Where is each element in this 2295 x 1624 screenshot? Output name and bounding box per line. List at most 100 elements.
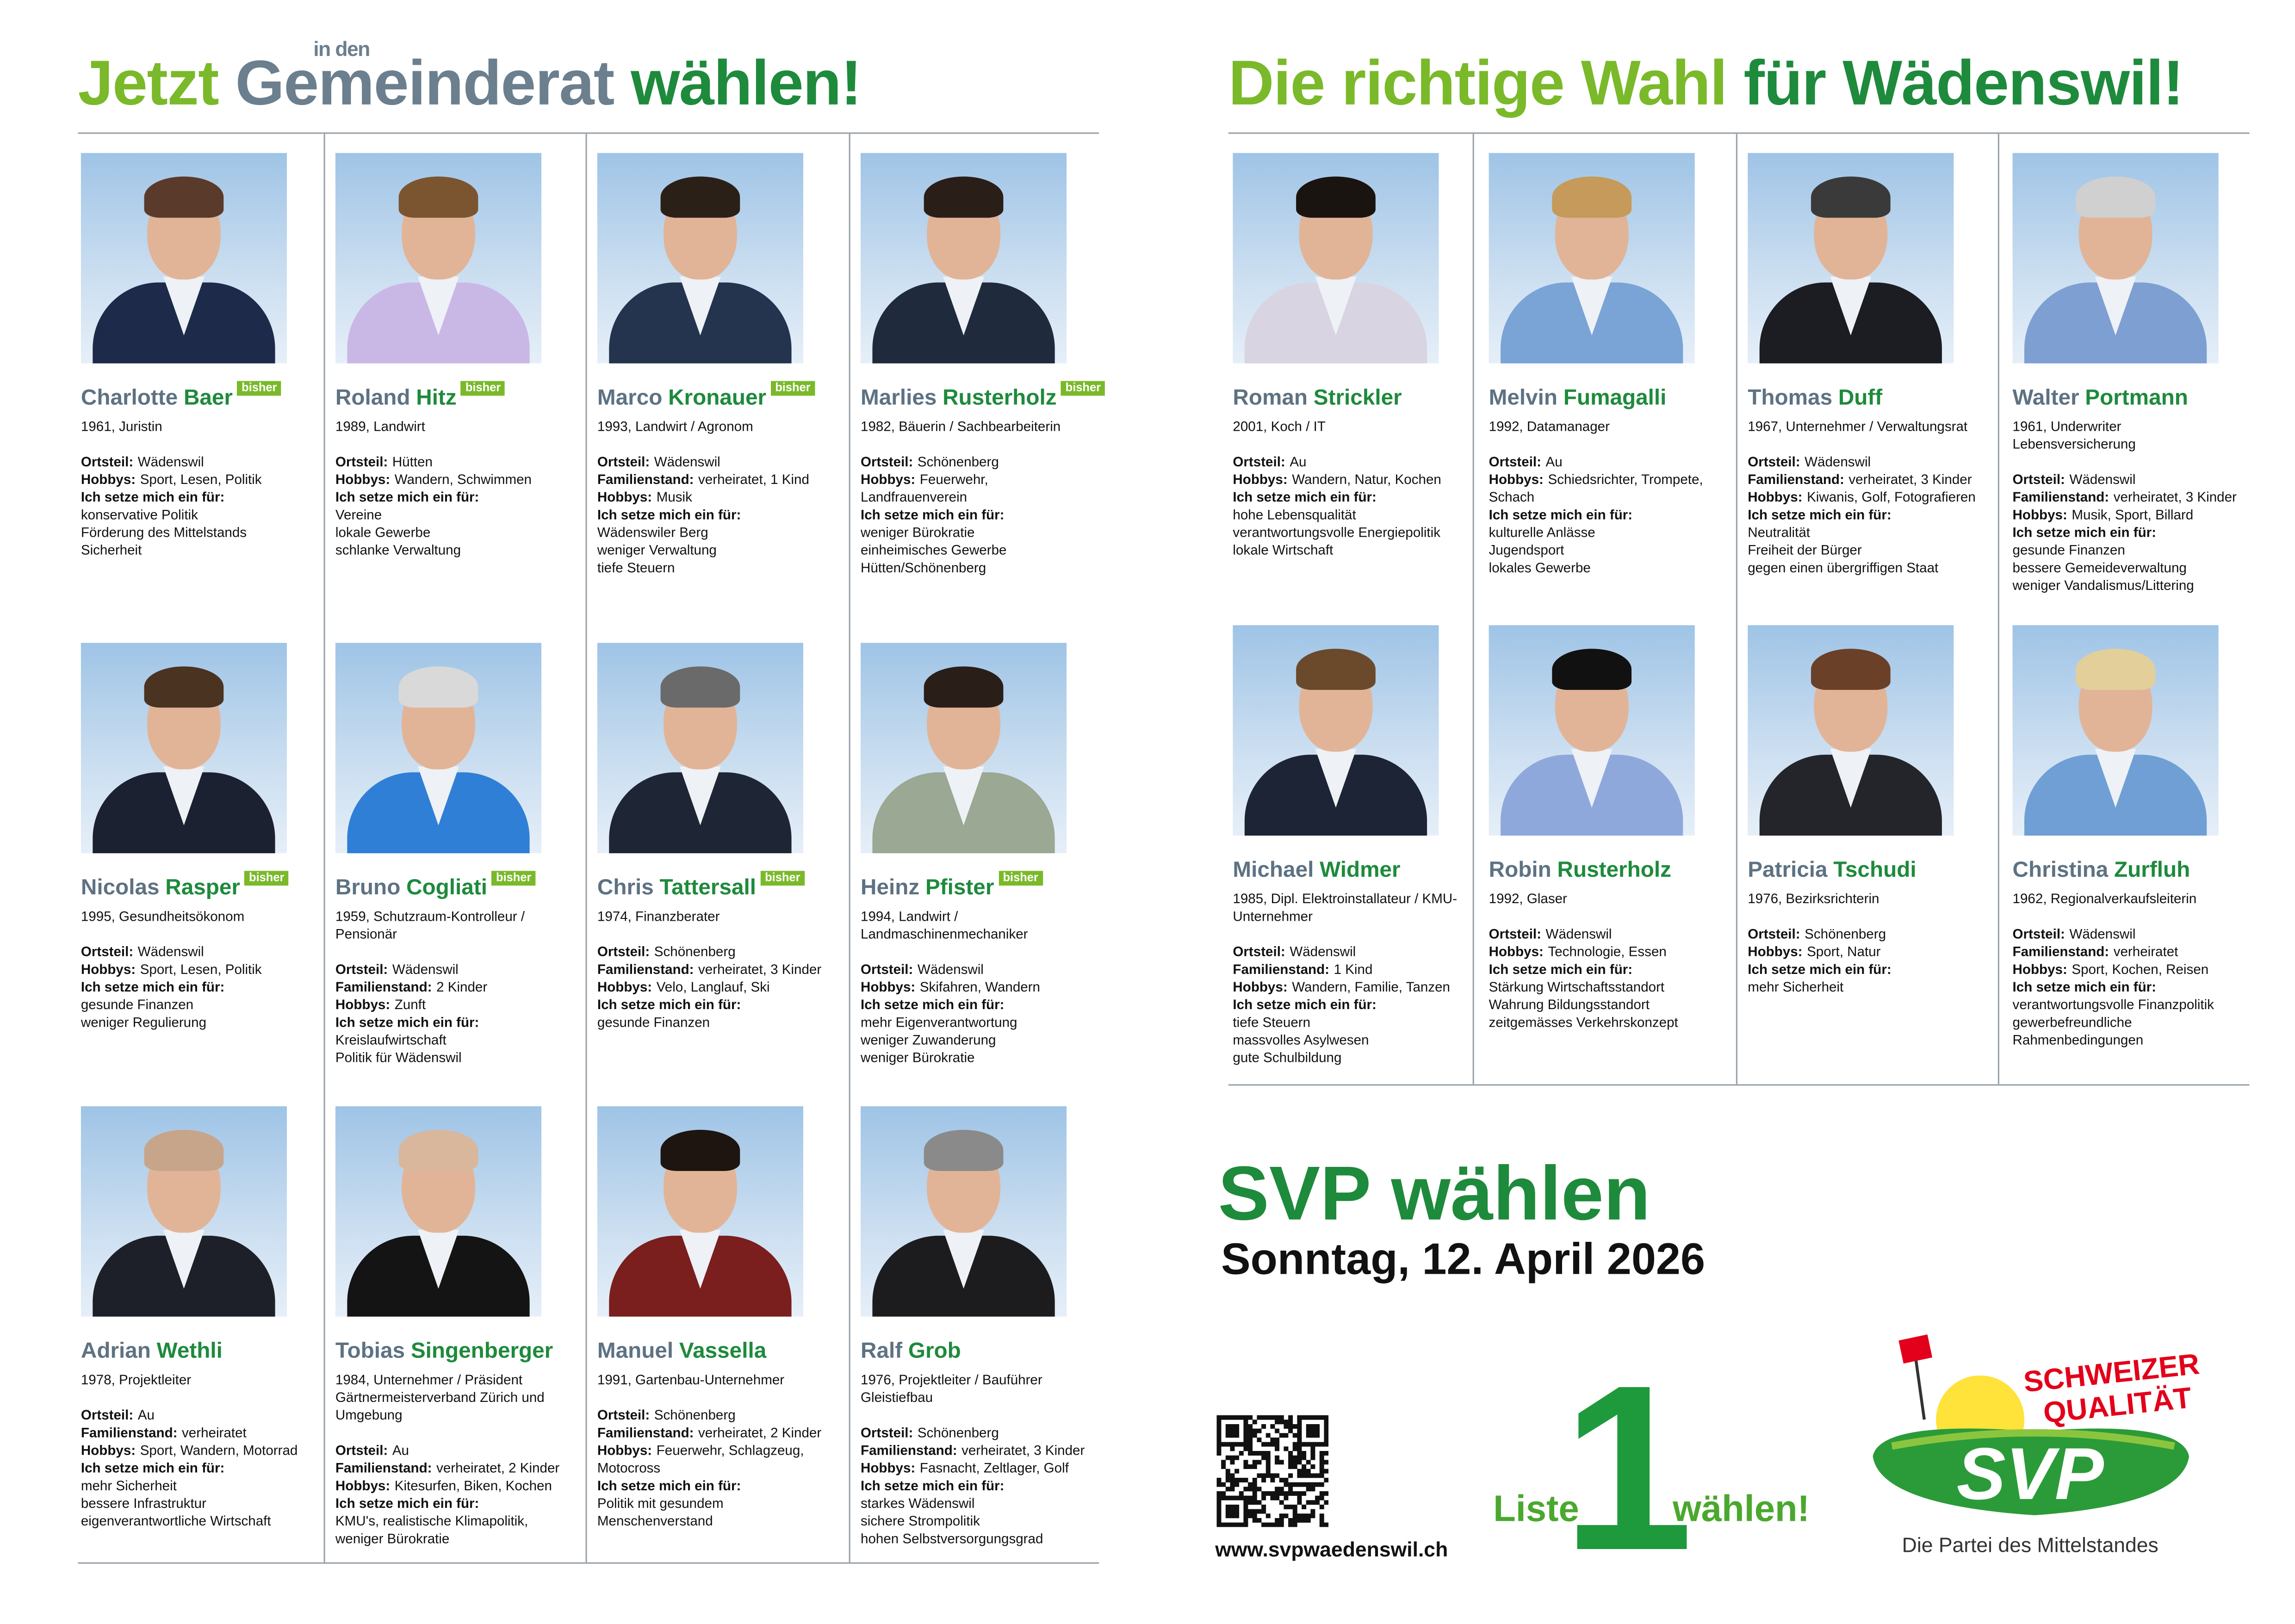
focus-item: gute Schulbildung bbox=[1233, 1050, 1342, 1065]
qr-module bbox=[1279, 1433, 1284, 1438]
detail-label: Familienstand: bbox=[2012, 944, 2109, 960]
detail-text: verheiratet, 3 Kinder bbox=[961, 1443, 1085, 1458]
qr-module bbox=[1292, 1464, 1297, 1469]
focus-label: Ich setze mich ein für: bbox=[861, 1478, 1005, 1494]
qr-module bbox=[1279, 1491, 1284, 1496]
qr-module bbox=[1310, 1415, 1315, 1420]
candidate-card: Manuel Vassella 1991, Gartenbau-Unternehme… bbox=[597, 1106, 840, 1530]
qr-module bbox=[1292, 1446, 1297, 1451]
candidate-name: Michael Widmer bbox=[1233, 858, 1476, 884]
photo-hair bbox=[2076, 176, 2155, 218]
qr-module bbox=[1319, 1442, 1324, 1447]
detail-row: Ortsteil: Wädenswil bbox=[2013, 471, 2248, 488]
detail-text: Fasnacht, Zeltlager, Golf bbox=[919, 1461, 1069, 1476]
qr-module bbox=[1302, 1442, 1307, 1447]
focus-item: weniger Bürokratie bbox=[861, 525, 975, 540]
detail-text: verheiratet, 3 Kinder bbox=[2113, 490, 2237, 505]
first-name: Charlotte bbox=[81, 385, 178, 411]
qr-module bbox=[1306, 1513, 1311, 1519]
qr-module bbox=[1230, 1442, 1235, 1447]
qr-module bbox=[1234, 1522, 1240, 1527]
qr-module bbox=[1292, 1518, 1297, 1523]
detail-label: Ortsteil: bbox=[597, 1407, 650, 1423]
detail-row: Hobbys: Fasnacht, Zeltlager, Golf bbox=[861, 1459, 1096, 1477]
candidate-info: 1989, Landwirt bbox=[335, 419, 425, 434]
detail-label: Hobbys: bbox=[335, 1478, 391, 1494]
qr-module bbox=[1310, 1446, 1315, 1451]
qr-module bbox=[1292, 1433, 1297, 1438]
candidate-info: 1974, Finanzberater bbox=[597, 909, 720, 924]
photo bbox=[597, 643, 804, 854]
photo-hair bbox=[1552, 176, 1632, 218]
candidate-info: 1992, Glaser bbox=[1489, 891, 1567, 906]
qr-module bbox=[1252, 1477, 1257, 1482]
qr-module bbox=[1248, 1415, 1253, 1420]
qr-module bbox=[1221, 1460, 1226, 1465]
qr-module bbox=[1302, 1518, 1307, 1523]
qr-module bbox=[1239, 1522, 1244, 1527]
qr-module bbox=[1230, 1446, 1235, 1451]
detail-text: Wandern, Schwimmen bbox=[394, 472, 532, 487]
candidate-card: Heinz Pfister bisher 1994, Landwirt / Landm… bbox=[861, 643, 1104, 1066]
focus-item: gesunde Finanzen bbox=[597, 1015, 710, 1030]
qr-module bbox=[1288, 1522, 1293, 1527]
detail-row: Ortsteil: Wädenswil bbox=[861, 961, 1096, 978]
last-name: Rusterholz bbox=[943, 385, 1057, 411]
qr-module bbox=[1261, 1424, 1266, 1429]
qr-module bbox=[1261, 1451, 1266, 1456]
qr-module bbox=[1315, 1500, 1320, 1505]
candidate-info: 2001, Koch / IT bbox=[1233, 419, 1326, 434]
photo bbox=[335, 1106, 542, 1317]
photo bbox=[335, 643, 542, 854]
detail-row: Hobbys: Kiwanis, Golf, Fotografieren bbox=[1748, 489, 1983, 506]
photo-hair bbox=[144, 1129, 224, 1171]
logo-stripe bbox=[1891, 1429, 2175, 1450]
qr-module bbox=[1297, 1428, 1302, 1433]
qr-module bbox=[1265, 1433, 1271, 1438]
qr-module bbox=[1324, 1428, 1329, 1433]
focus-item: Hütten/Schönenberg bbox=[861, 560, 986, 576]
last-name: Zurfluh bbox=[2114, 857, 2190, 883]
candidate-info: 1959, Schutzraum-Kontrolleur / Pensionär bbox=[335, 909, 525, 942]
column-rule bbox=[323, 134, 325, 1562]
qr-module bbox=[1297, 1495, 1302, 1500]
detail-label: Ortsteil: bbox=[861, 962, 913, 977]
qr-module bbox=[1292, 1509, 1297, 1514]
photo bbox=[81, 1106, 287, 1317]
detail-row: Ortsteil: Au bbox=[1489, 453, 1724, 471]
focus-item: zeitgemässes Verkehrskonzept bbox=[1489, 1015, 1678, 1030]
qr-module bbox=[1319, 1460, 1324, 1465]
detail-row: Familienstand: verheiratet, 3 Kinder bbox=[1748, 471, 1983, 488]
focus-item: mehr Eigenverantwortung bbox=[861, 1015, 1017, 1030]
focus-item: Kreislaufwirtschaft bbox=[335, 1033, 447, 1048]
qr-module bbox=[1230, 1455, 1235, 1460]
candidate-card: Michael Widmer 1985, Dipl. Elektroinstalla… bbox=[1233, 625, 1476, 1066]
badge: bisher bbox=[244, 871, 289, 886]
last-name: Wethli bbox=[156, 1339, 223, 1364]
qr-module bbox=[1324, 1442, 1329, 1447]
badge: bisher bbox=[998, 871, 1043, 886]
candidate-name: Nicolas Rasper bisher bbox=[81, 871, 324, 902]
qr-module bbox=[1248, 1487, 1253, 1492]
detail-text: Schönenberg bbox=[917, 454, 999, 470]
photo bbox=[597, 1106, 804, 1317]
detail-row: Ortsteil: Schönenberg bbox=[597, 943, 833, 961]
qr-module bbox=[1292, 1424, 1297, 1429]
rule bbox=[78, 132, 1099, 134]
detail-row: Hobbys: Zunft bbox=[335, 996, 571, 1014]
photo-hair bbox=[144, 666, 224, 708]
qr-module bbox=[1284, 1513, 1289, 1519]
candidate-name: Marco Kronauer bisher bbox=[597, 381, 840, 412]
focus-item: Wahrung Bildungsstandort bbox=[1489, 997, 1650, 1012]
candidate-info: 1961, Juristin bbox=[81, 419, 162, 434]
candidate-info: 1982, Bäuerin / Sachbearbeiterin bbox=[861, 419, 1061, 434]
qr-module bbox=[1230, 1482, 1235, 1487]
photo bbox=[861, 153, 1067, 364]
qr-module bbox=[1225, 1487, 1230, 1492]
detail-text: Velo, Langlauf, Ski bbox=[656, 979, 770, 995]
qr-module bbox=[1257, 1473, 1262, 1478]
qr-module bbox=[1275, 1473, 1280, 1478]
qr-module bbox=[1302, 1482, 1307, 1487]
qr-module bbox=[1310, 1464, 1315, 1469]
